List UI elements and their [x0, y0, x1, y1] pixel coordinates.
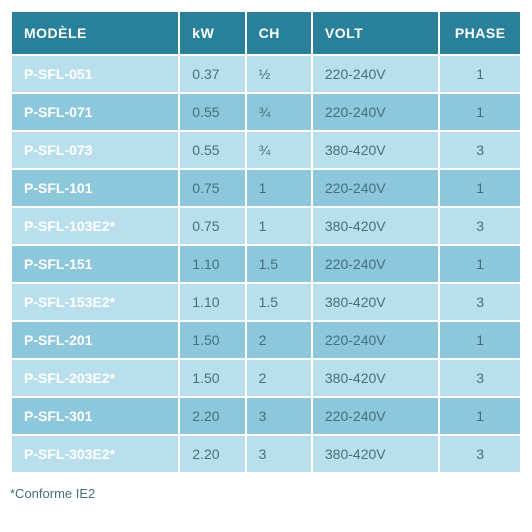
cell-kw: 1.10	[179, 245, 245, 283]
footnote: *Conforme IE2	[10, 486, 522, 501]
table-row: P-SFL-301 2.20 3 220-240V 1	[11, 397, 521, 435]
table-row: P-SFL-151 1.10 1.5 220-240V 1	[11, 245, 521, 283]
cell-kw: 1.50	[179, 321, 245, 359]
cell-kw: 0.37	[179, 55, 245, 93]
table-row: P-SFL-073 0.55 ¾ 380-420V 3	[11, 131, 521, 169]
cell-phase: 1	[439, 397, 521, 435]
cell-volt: 220-240V	[312, 245, 440, 283]
cell-phase: 3	[439, 435, 521, 473]
col-header-volt: VOLT	[312, 11, 440, 55]
cell-kw: 0.55	[179, 93, 245, 131]
cell-model: P-SFL-201	[11, 321, 179, 359]
cell-volt: 380-420V	[312, 207, 440, 245]
cell-ch: 2	[246, 359, 312, 397]
cell-phase: 3	[439, 359, 521, 397]
cell-phase: 1	[439, 169, 521, 207]
table-row: P-SFL-103E2* 0.75 1 380-420V 3	[11, 207, 521, 245]
cell-model: P-SFL-153E2*	[11, 283, 179, 321]
cell-kw: 0.55	[179, 131, 245, 169]
cell-ch: ½	[246, 55, 312, 93]
cell-kw: 2.20	[179, 397, 245, 435]
cell-volt: 220-240V	[312, 397, 440, 435]
cell-model: P-SFL-071	[11, 93, 179, 131]
table-row: P-SFL-203E2* 1.50 2 380-420V 3	[11, 359, 521, 397]
col-header-ch: CH	[246, 11, 312, 55]
cell-model: P-SFL-301	[11, 397, 179, 435]
cell-model: P-SFL-203E2*	[11, 359, 179, 397]
cell-ch: 3	[246, 397, 312, 435]
cell-model: P-SFL-103E2*	[11, 207, 179, 245]
cell-volt: 380-420V	[312, 435, 440, 473]
cell-volt: 220-240V	[312, 321, 440, 359]
cell-phase: 3	[439, 283, 521, 321]
table-header-row: MODÈLE kW CH VOLT PHASE	[11, 11, 521, 55]
table-row: P-SFL-101 0.75 1 220-240V 1	[11, 169, 521, 207]
cell-volt: 380-420V	[312, 283, 440, 321]
spec-table: MODÈLE kW CH VOLT PHASE P-SFL-051 0.37 ½…	[10, 10, 522, 474]
cell-model: P-SFL-101	[11, 169, 179, 207]
cell-phase: 3	[439, 131, 521, 169]
table-body: P-SFL-051 0.37 ½ 220-240V 1 P-SFL-071 0.…	[11, 55, 521, 473]
cell-ch: ¾	[246, 93, 312, 131]
cell-kw: 2.20	[179, 435, 245, 473]
cell-ch: 3	[246, 435, 312, 473]
cell-volt: 380-420V	[312, 131, 440, 169]
cell-model: P-SFL-151	[11, 245, 179, 283]
cell-volt: 220-240V	[312, 55, 440, 93]
cell-phase: 1	[439, 321, 521, 359]
cell-ch: 1	[246, 169, 312, 207]
cell-ch: 1.5	[246, 283, 312, 321]
table-row: P-SFL-071 0.55 ¾ 220-240V 1	[11, 93, 521, 131]
col-header-kw: kW	[179, 11, 245, 55]
cell-model: P-SFL-051	[11, 55, 179, 93]
table-row: P-SFL-201 1.50 2 220-240V 1	[11, 321, 521, 359]
cell-phase: 1	[439, 93, 521, 131]
cell-phase: 1	[439, 55, 521, 93]
cell-volt: 220-240V	[312, 93, 440, 131]
cell-volt: 380-420V	[312, 359, 440, 397]
cell-ch: 2	[246, 321, 312, 359]
cell-ch: 1.5	[246, 245, 312, 283]
cell-volt: 220-240V	[312, 169, 440, 207]
col-header-phase: PHASE	[439, 11, 521, 55]
cell-model: P-SFL-073	[11, 131, 179, 169]
col-header-model: MODÈLE	[11, 11, 179, 55]
cell-kw: 1.50	[179, 359, 245, 397]
table-row: P-SFL-051 0.37 ½ 220-240V 1	[11, 55, 521, 93]
cell-ch: ¾	[246, 131, 312, 169]
cell-kw: 0.75	[179, 207, 245, 245]
table-row: P-SFL-153E2* 1.10 1.5 380-420V 3	[11, 283, 521, 321]
cell-kw: 0.75	[179, 169, 245, 207]
cell-kw: 1.10	[179, 283, 245, 321]
cell-model: P-SFL-303E2*	[11, 435, 179, 473]
cell-phase: 1	[439, 245, 521, 283]
table-row: P-SFL-303E2* 2.20 3 380-420V 3	[11, 435, 521, 473]
cell-phase: 3	[439, 207, 521, 245]
cell-ch: 1	[246, 207, 312, 245]
